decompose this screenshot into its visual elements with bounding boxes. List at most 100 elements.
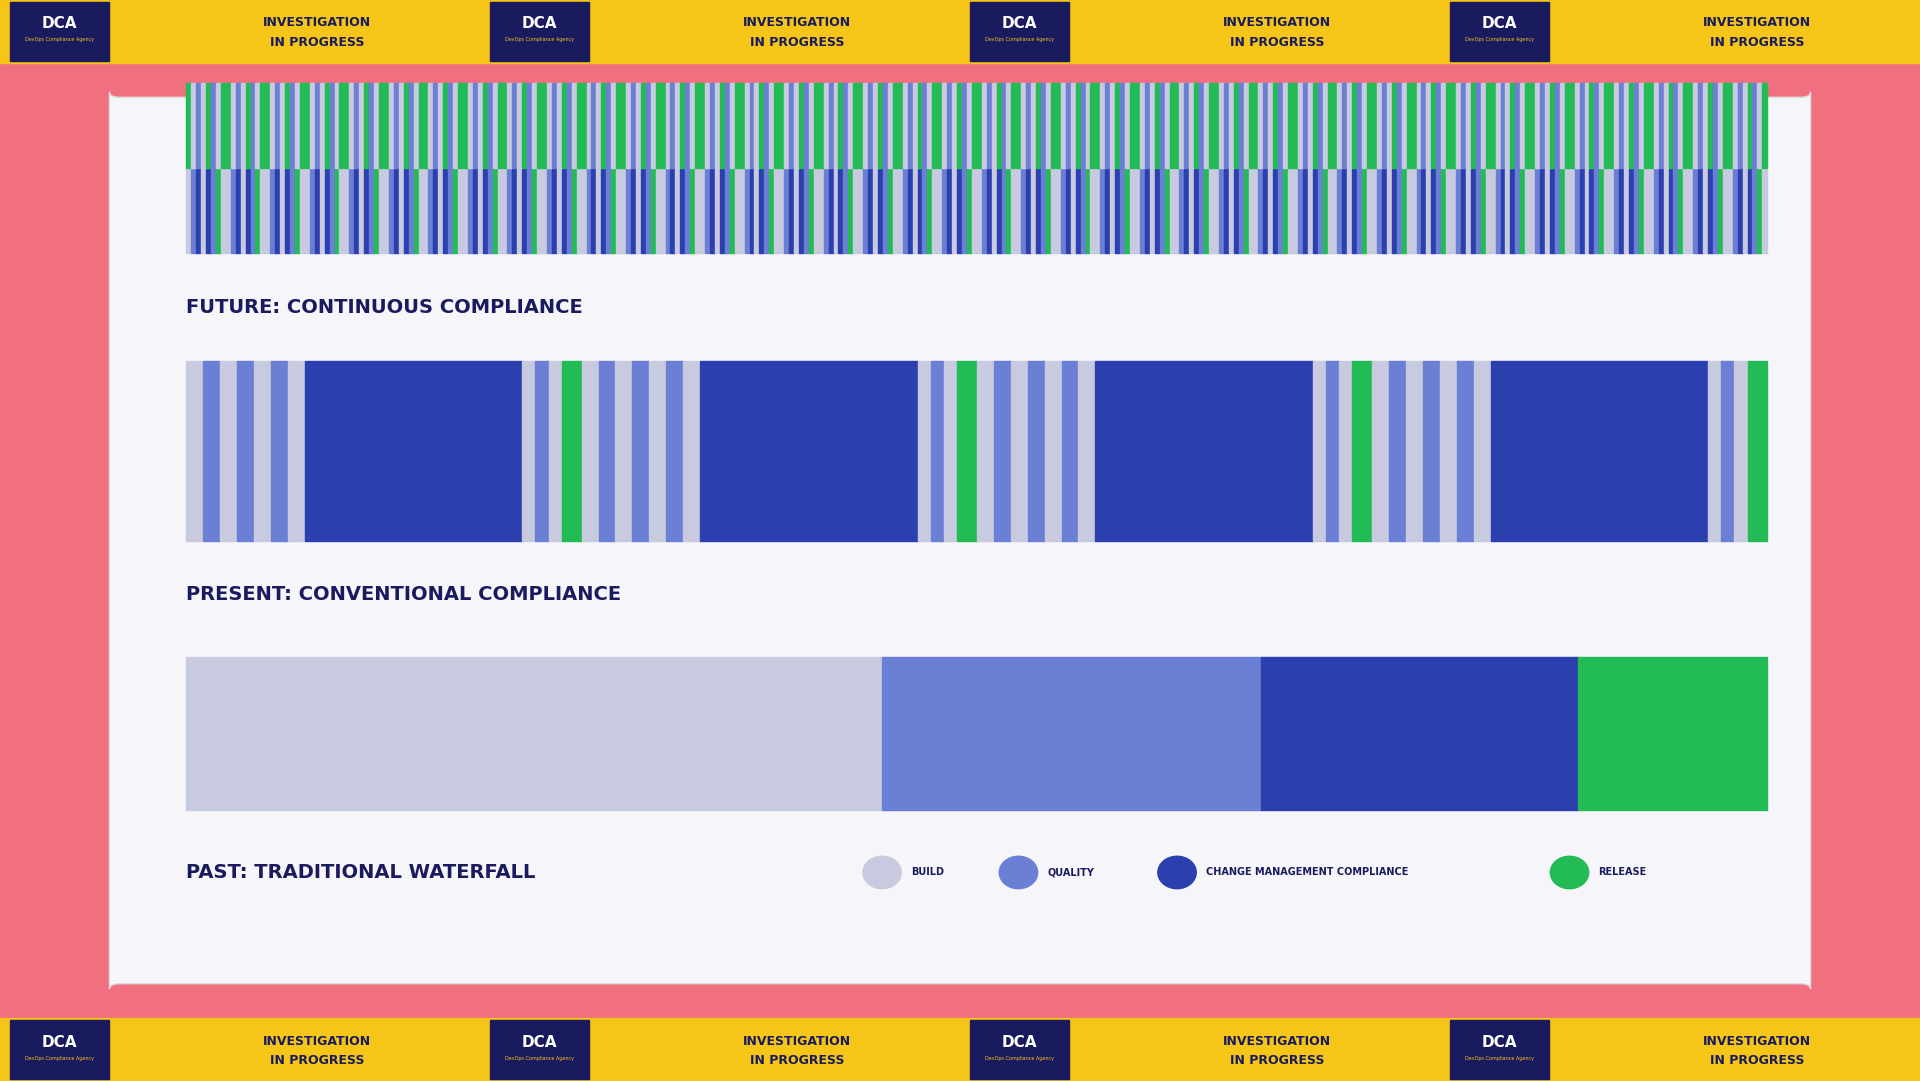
Bar [541, 83, 547, 169]
Bar [528, 83, 532, 169]
Bar [215, 83, 221, 169]
Bar [576, 169, 582, 253]
Bar [1062, 169, 1066, 253]
Bar [770, 169, 774, 253]
Bar [261, 83, 265, 169]
Bar [1031, 83, 1037, 169]
Bar [211, 169, 215, 253]
Bar [730, 169, 735, 253]
Bar [557, 169, 563, 253]
Bar [384, 83, 390, 169]
Bar [1386, 83, 1392, 169]
Bar [922, 83, 927, 169]
Bar [1417, 83, 1421, 169]
Bar [1006, 83, 1012, 169]
Bar [616, 169, 620, 253]
Bar [1075, 169, 1081, 253]
Bar [566, 169, 572, 253]
Bar [918, 83, 922, 169]
Bar [1382, 83, 1386, 169]
Bar [1144, 83, 1150, 169]
Bar [582, 169, 586, 253]
Bar [1763, 83, 1766, 169]
Bar [1021, 169, 1025, 253]
Bar [893, 83, 899, 169]
Bar [1688, 169, 1693, 253]
Bar [1188, 169, 1194, 253]
Bar [1388, 361, 1405, 540]
Bar [240, 169, 246, 253]
Bar [1037, 83, 1041, 169]
Bar [1352, 169, 1357, 253]
Text: DCA: DCA [1482, 1035, 1517, 1050]
Bar [1624, 169, 1628, 253]
Bar [1258, 169, 1263, 253]
Bar [799, 169, 804, 253]
Bar [843, 169, 849, 253]
Bar [833, 169, 839, 253]
Bar [490, 1020, 589, 1079]
Text: QUALITY: QUALITY [1046, 867, 1094, 878]
Bar [447, 83, 453, 169]
Bar [760, 169, 764, 253]
Bar [1342, 83, 1348, 169]
Bar [1254, 83, 1258, 169]
Bar [507, 169, 513, 253]
Bar [620, 83, 626, 169]
Bar [1056, 83, 1062, 169]
Text: IN PROGRESS: IN PROGRESS [269, 36, 365, 49]
Bar [1668, 83, 1674, 169]
Bar [1615, 169, 1619, 253]
Bar [0, 1018, 1920, 1081]
Bar [1185, 169, 1188, 253]
Bar [676, 83, 680, 169]
Bar [359, 169, 365, 253]
Bar [538, 83, 541, 169]
Bar [666, 83, 670, 169]
Bar [1021, 83, 1025, 169]
Bar [1071, 83, 1075, 169]
Bar [1377, 83, 1382, 169]
Bar [1348, 83, 1352, 169]
Bar [632, 361, 649, 540]
Bar [488, 83, 493, 169]
Bar [1521, 83, 1524, 169]
Bar [1703, 83, 1709, 169]
Bar [551, 83, 557, 169]
Bar [413, 83, 419, 169]
Bar [1609, 83, 1615, 169]
Bar [1165, 83, 1169, 169]
Bar [463, 169, 468, 253]
Bar [1238, 169, 1244, 253]
Bar [701, 169, 705, 253]
Bar [563, 169, 566, 253]
Bar [1361, 83, 1367, 169]
Bar [503, 169, 507, 253]
Bar [1738, 169, 1743, 253]
Bar [1728, 83, 1732, 169]
Bar [739, 169, 745, 253]
Bar [340, 83, 344, 169]
Bar [660, 83, 666, 169]
Bar [1411, 169, 1417, 253]
Bar [1501, 169, 1505, 253]
Bar [1693, 169, 1697, 253]
Bar [1100, 169, 1106, 253]
Bar [1219, 83, 1223, 169]
Bar [1106, 83, 1110, 169]
Bar [620, 169, 626, 253]
Bar [1062, 361, 1079, 540]
Bar [309, 169, 315, 253]
Bar [1402, 169, 1407, 253]
Bar [1722, 83, 1728, 169]
Bar [1540, 83, 1546, 169]
Bar [403, 169, 409, 253]
Bar [1738, 83, 1743, 169]
Bar [726, 83, 730, 169]
Bar [705, 83, 710, 169]
Bar [1628, 169, 1634, 253]
Bar [1442, 169, 1446, 253]
Bar [645, 83, 651, 169]
Bar [221, 83, 227, 169]
Bar [286, 83, 290, 169]
